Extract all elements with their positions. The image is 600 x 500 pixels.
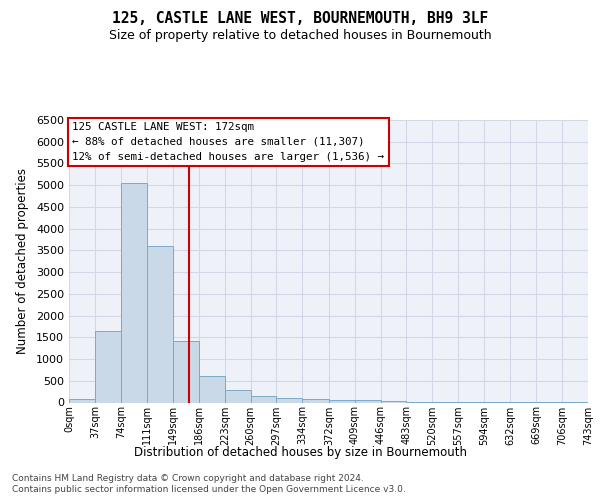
Bar	[380, 401, 406, 402]
Bar	[146, 246, 173, 402]
Bar	[121, 182, 146, 402]
Bar	[355, 400, 380, 402]
Y-axis label: Number of detached properties: Number of detached properties	[16, 168, 29, 354]
Bar	[95, 331, 121, 402]
Text: Contains public sector information licensed under the Open Government Licence v3: Contains public sector information licen…	[12, 485, 406, 494]
Bar	[277, 398, 302, 402]
Bar	[329, 400, 355, 402]
Text: 125, CASTLE LANE WEST, BOURNEMOUTH, BH9 3LF: 125, CASTLE LANE WEST, BOURNEMOUTH, BH9 …	[112, 11, 488, 26]
Text: Contains HM Land Registry data © Crown copyright and database right 2024.: Contains HM Land Registry data © Crown c…	[12, 474, 364, 483]
Text: Size of property relative to detached houses in Bournemouth: Size of property relative to detached ho…	[109, 29, 491, 42]
Bar	[199, 376, 225, 402]
Text: Distribution of detached houses by size in Bournemouth: Distribution of detached houses by size …	[133, 446, 467, 459]
Bar	[302, 399, 329, 402]
Bar	[173, 341, 199, 402]
Bar	[251, 396, 277, 402]
Text: 125 CASTLE LANE WEST: 172sqm
← 88% of detached houses are smaller (11,307)
12% o: 125 CASTLE LANE WEST: 172sqm ← 88% of de…	[73, 122, 385, 162]
Bar	[69, 399, 95, 402]
Bar	[225, 390, 251, 402]
